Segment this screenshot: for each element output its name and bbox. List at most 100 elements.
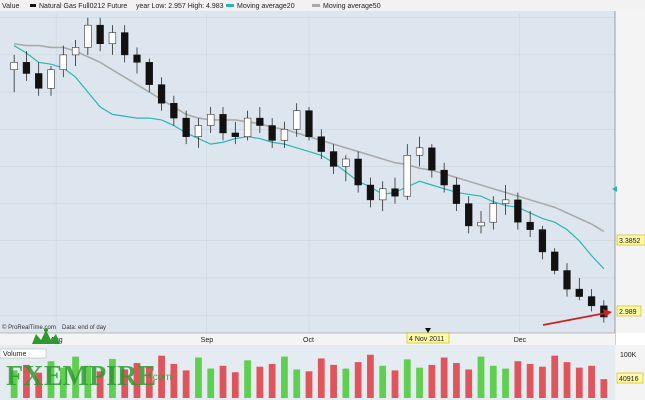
candle-body — [342, 158, 350, 167]
candle-body — [452, 184, 461, 204]
volume-bar — [367, 354, 374, 398]
volume-bar — [575, 367, 583, 398]
candle-body — [22, 62, 31, 74]
candle-body — [145, 62, 153, 85]
candle-body — [47, 69, 55, 89]
volume-bar — [293, 369, 301, 398]
red-arrow-head-icon — [603, 309, 612, 317]
volume-bar — [84, 365, 92, 398]
date-marker-text: 4 Nov 2011 — [409, 336, 444, 343]
volume-bar — [23, 364, 30, 398]
candle-body — [538, 229, 547, 253]
date-axis-strip — [0, 333, 615, 345]
logo-fx-text: FX — [6, 361, 43, 392]
candle-body — [243, 117, 252, 137]
volume-bar — [330, 364, 337, 398]
candle-body — [96, 24, 104, 44]
ma50-legend-label: Moving average50 — [323, 3, 381, 10]
price-axis-panel — [615, 11, 645, 333]
volume-bar — [133, 363, 141, 398]
volume-bar — [317, 358, 325, 398]
volume-bar — [477, 356, 485, 398]
candle-body — [157, 84, 166, 104]
candle-body — [293, 110, 301, 130]
candle-body — [329, 151, 338, 167]
candle-body — [231, 132, 239, 137]
volume-last-tag-text: 40916 — [619, 376, 639, 383]
volume-bar — [489, 365, 497, 398]
candle-body — [354, 158, 362, 186]
volume-bar — [256, 366, 264, 398]
logo-com-text: .com — [150, 372, 172, 383]
candle-body — [514, 199, 522, 223]
volume-bar — [391, 370, 399, 398]
volume-bar — [281, 356, 288, 398]
candle-body — [194, 125, 203, 137]
candle-body — [207, 114, 215, 126]
volume-bar — [145, 366, 153, 398]
candle-body — [256, 117, 264, 126]
volume-last-tag — [616, 372, 644, 384]
candle-body — [10, 62, 18, 71]
volume-bar — [219, 365, 227, 398]
volume-axis-panel — [615, 345, 645, 400]
candle-body — [182, 117, 190, 137]
volume-bar — [514, 361, 522, 398]
x-tick-label: Oct — [303, 337, 314, 344]
value-label: Value — [2, 3, 19, 10]
data-note-label: Data: end of day — [62, 325, 106, 331]
volume-bar — [551, 355, 559, 398]
candle-body — [587, 296, 596, 307]
volume-bar — [195, 357, 202, 398]
volume-bar — [502, 368, 509, 398]
candle-body — [35, 73, 43, 89]
volume-scale-label: 100K — [620, 352, 637, 359]
volume-bar — [600, 379, 608, 398]
candle-body — [366, 184, 375, 201]
candle-body — [268, 125, 276, 141]
last-price-tag — [616, 305, 642, 317]
candle-body — [108, 32, 117, 44]
ma20-swatch — [226, 4, 234, 7]
volume-bar — [182, 370, 190, 398]
candle-body — [133, 54, 141, 63]
candle-body — [379, 188, 387, 201]
candle-body — [71, 47, 80, 56]
x-tick-label: Dec — [514, 337, 527, 344]
source-label: © ProRealTime.com — [2, 324, 56, 331]
volume-bar — [526, 363, 534, 398]
ma20-marker-icon — [612, 186, 617, 192]
volume-bar — [59, 367, 67, 398]
instrument-label: Natural Gas Full0212 Future — [39, 3, 127, 10]
date-marker-tag — [406, 332, 450, 344]
volume-bar-group — [10, 354, 608, 398]
candle-body — [59, 54, 67, 71]
candle-body — [280, 128, 289, 141]
volume-bar — [465, 369, 473, 398]
ma20-legend-label: Moving average20 — [237, 3, 295, 10]
volume-bar — [121, 369, 129, 398]
volume-bar — [453, 363, 460, 398]
candle-body — [526, 221, 534, 230]
volume-bar — [440, 357, 448, 398]
last-price-tag-text: 2.989 — [619, 309, 637, 316]
volume-bar — [354, 362, 362, 398]
volume-bar — [416, 367, 423, 398]
volume-bar — [539, 366, 546, 398]
crown-jewel-icon — [44, 328, 48, 332]
logo-empire-text: EMPIRE — [44, 361, 156, 392]
volume-bar — [268, 363, 276, 398]
candle-body — [501, 199, 510, 204]
volume-bar — [231, 372, 239, 398]
candle-body — [551, 251, 559, 271]
ma50-swatch — [312, 4, 320, 7]
volume-bar — [96, 371, 104, 398]
volume-header — [0, 348, 47, 359]
volume-bar — [563, 362, 571, 398]
candle-body — [305, 110, 313, 137]
candle-body — [170, 102, 178, 119]
candle-body — [440, 169, 448, 186]
candle-body — [317, 136, 325, 152]
ma-value-tag — [616, 234, 645, 246]
red-arrow-line — [542, 312, 607, 326]
